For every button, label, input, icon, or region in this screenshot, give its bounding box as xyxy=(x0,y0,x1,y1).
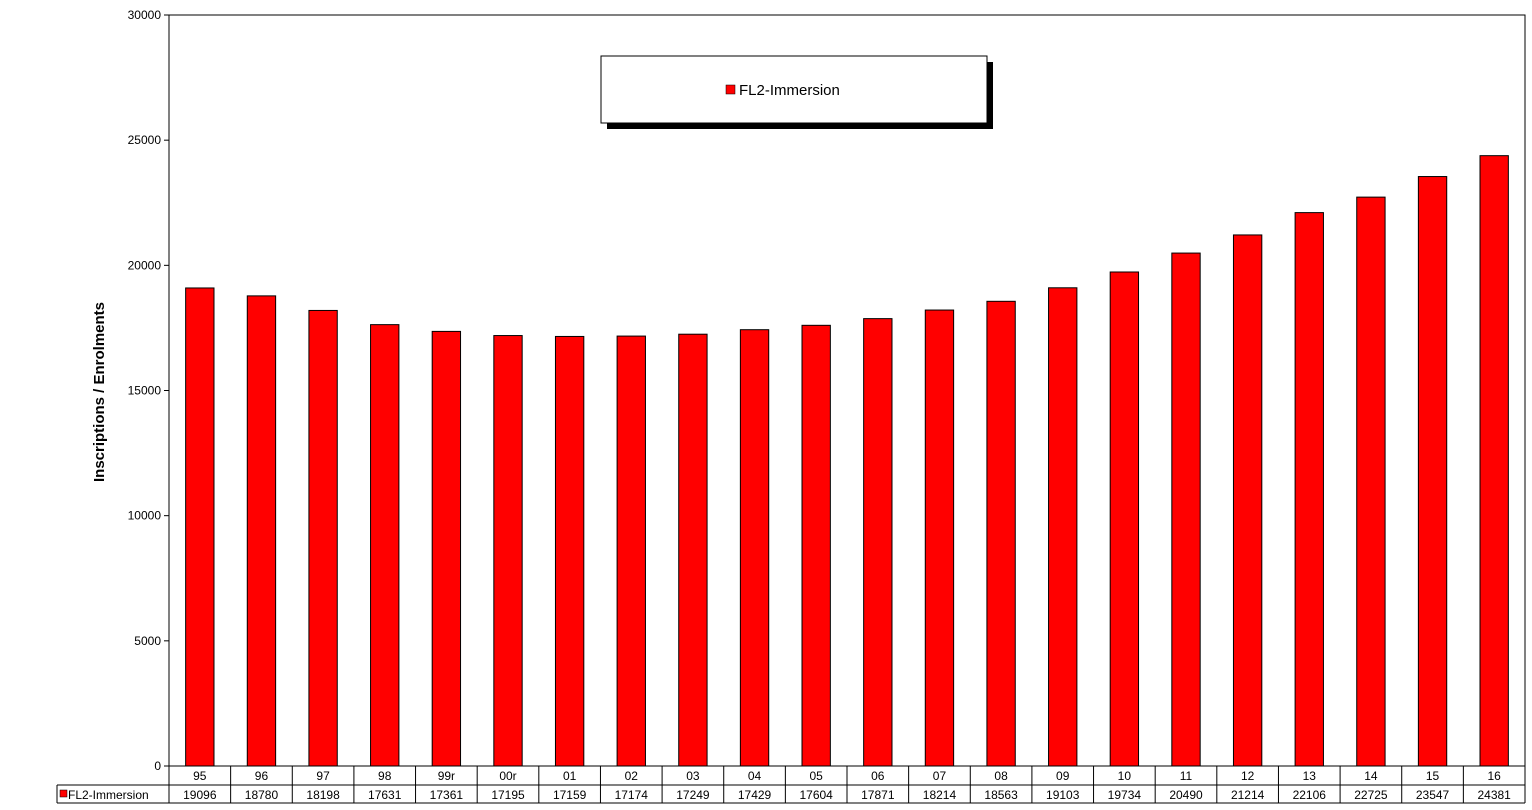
bar-09 xyxy=(1048,287,1078,767)
y-tick-label: 5000 xyxy=(134,634,161,648)
data-table-value: 17429 xyxy=(738,788,772,802)
data-table-value: 17195 xyxy=(491,788,525,802)
bar-95 xyxy=(185,287,215,767)
bar-10 xyxy=(1109,271,1140,767)
x-tick-label: 03 xyxy=(686,769,700,783)
y-tick-label: 30000 xyxy=(128,8,162,22)
data-table-value: 17871 xyxy=(861,788,895,802)
data-table-value: 19096 xyxy=(183,788,217,802)
bar-99r xyxy=(431,330,462,767)
x-tick-label: 16 xyxy=(1488,769,1502,783)
x-tick-label: 09 xyxy=(1056,769,1070,783)
x-tick-label: 95 xyxy=(193,769,207,783)
data-table-value: 17604 xyxy=(799,788,833,802)
x-tick-label: 12 xyxy=(1241,769,1255,783)
bar-02 xyxy=(616,335,646,767)
x-tick-label: 01 xyxy=(563,769,577,783)
bar-97 xyxy=(308,309,338,767)
y-tick-label: 0 xyxy=(154,759,161,773)
x-tick-label: 99r xyxy=(438,769,455,783)
bar-16 xyxy=(1479,155,1509,767)
data-table-value: 17159 xyxy=(553,788,587,802)
x-tick-label: 15 xyxy=(1426,769,1440,783)
data-table-value: 17174 xyxy=(615,788,649,802)
legend-label: FL2-Immersion xyxy=(739,82,840,99)
bar-12 xyxy=(1232,234,1263,767)
data-table-value: 18198 xyxy=(306,788,340,802)
data-table-value: 22106 xyxy=(1293,788,1327,802)
x-tick-label: 98 xyxy=(378,769,392,783)
legend: FL2-Immersion xyxy=(600,55,993,129)
bar-98 xyxy=(370,324,400,767)
data-table-value: 18214 xyxy=(923,788,957,802)
x-tick-label: 13 xyxy=(1303,769,1317,783)
y-tick-label: 15000 xyxy=(128,384,162,398)
bars xyxy=(185,155,1509,767)
x-tick-label: 02 xyxy=(625,769,639,783)
legend-swatch xyxy=(725,84,736,95)
data-table-value: 17361 xyxy=(430,788,464,802)
x-tick-label: 05 xyxy=(810,769,824,783)
bar-13 xyxy=(1294,212,1324,767)
x-tick-label: 04 xyxy=(748,769,762,783)
bar-08 xyxy=(986,300,1016,767)
data-table-value: 18563 xyxy=(984,788,1018,802)
x-tick-label: 10 xyxy=(1118,769,1132,783)
legend-box xyxy=(600,55,988,124)
data-table-value: 22725 xyxy=(1354,788,1388,802)
x-tick-label: 08 xyxy=(994,769,1008,783)
data-table-value: 23547 xyxy=(1416,788,1450,802)
bar-07 xyxy=(924,309,955,767)
data-table-value: 18780 xyxy=(245,788,279,802)
bar-01 xyxy=(554,335,585,767)
bar-00r xyxy=(493,335,523,767)
x-tick-label: 00r xyxy=(499,769,516,783)
bar-11 xyxy=(1171,252,1201,767)
y-tick-label: 25000 xyxy=(128,133,162,147)
data-table-value: 17249 xyxy=(676,788,710,802)
data-table-value: 19734 xyxy=(1108,788,1142,802)
x-tick-label: 14 xyxy=(1364,769,1378,783)
table-legend-swatch xyxy=(59,789,68,798)
data-table: 95 96 97 98 99r 00r 01 02 03 04 05 06 07 08 09 10 11 12 13… xyxy=(56,766,1526,804)
x-tick-label: 06 xyxy=(871,769,885,783)
y-axis-label: Inscriptions / Enrolments xyxy=(91,302,108,482)
bar-05 xyxy=(801,324,831,767)
x-tick-label: 11 xyxy=(1180,769,1193,783)
y-axis: 0 5000 10000 15000 20000 25000 30000 xyxy=(128,8,169,773)
bar-96 xyxy=(246,295,277,767)
x-tick-label: 97 xyxy=(316,769,330,783)
bar-04 xyxy=(739,329,770,767)
data-table-value: 20490 xyxy=(1169,788,1203,802)
data-table-value: 21214 xyxy=(1231,788,1265,802)
data-table-value: 24381 xyxy=(1477,788,1511,802)
bar-03 xyxy=(678,333,708,767)
y-tick-label: 10000 xyxy=(128,509,162,523)
data-table-value: 17631 xyxy=(368,788,402,802)
x-tick-label: 07 xyxy=(933,769,947,783)
bar-15 xyxy=(1417,176,1448,767)
bar-06 xyxy=(863,318,893,767)
table-series-label: FL2-Immersion xyxy=(68,788,149,802)
data-table-value: 19103 xyxy=(1046,788,1080,802)
bar-14 xyxy=(1356,196,1386,767)
y-tick-label: 20000 xyxy=(128,258,162,272)
x-tick-label: 96 xyxy=(255,769,269,783)
